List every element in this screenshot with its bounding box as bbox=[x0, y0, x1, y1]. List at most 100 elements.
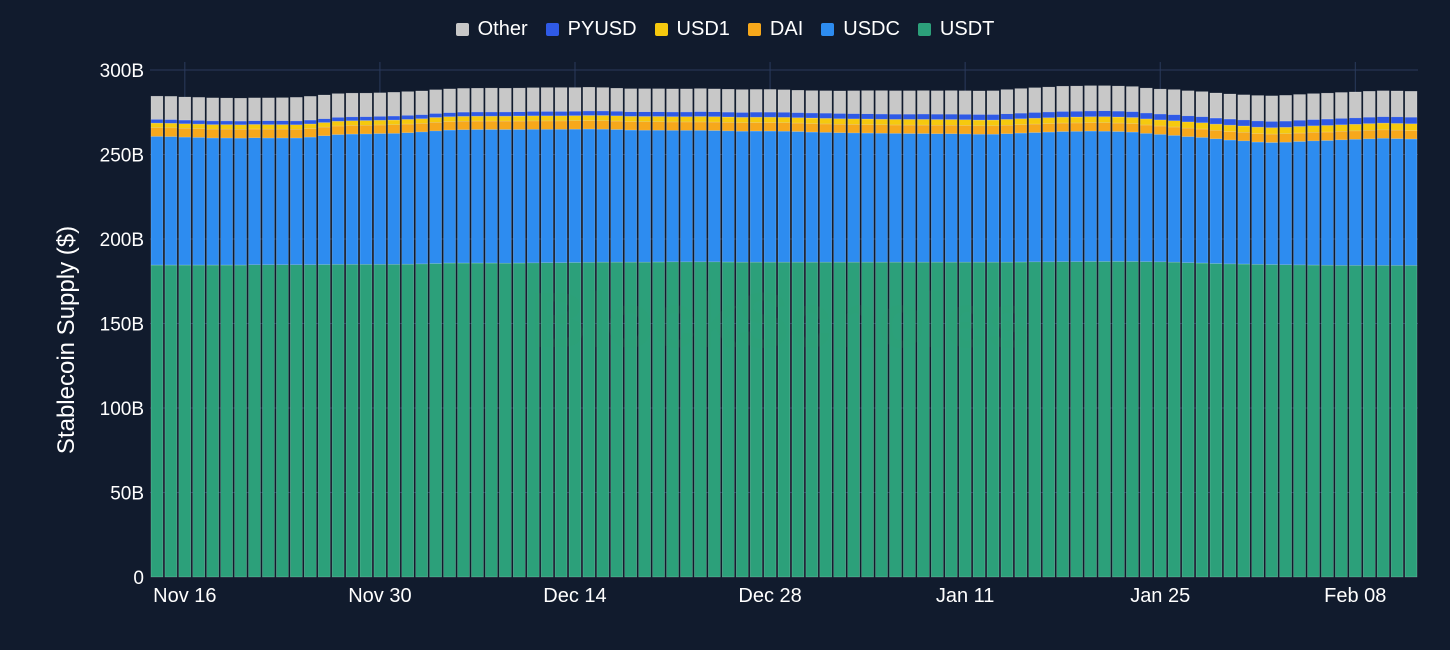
bar-dai-nov-22 bbox=[262, 128, 275, 139]
bar-dai-dec-24 bbox=[708, 121, 721, 131]
bar-other-dec-13 bbox=[554, 87, 568, 112]
bar-usdt-jan-16 bbox=[1028, 261, 1042, 578]
bar-usdt-dec-06 bbox=[457, 262, 470, 578]
bar-usdt-feb-04 bbox=[1293, 264, 1306, 578]
legend-item-usdt[interactable]: USDT bbox=[917, 18, 994, 41]
bar-pyusd-jan-05 bbox=[875, 113, 888, 120]
bar-pyusd-jan-10 bbox=[944, 113, 958, 120]
bar-other-dec-09 bbox=[499, 88, 512, 113]
bar-usdc-jan-09 bbox=[931, 133, 944, 263]
bar-pyusd-nov-24 bbox=[290, 120, 303, 126]
bar-dai-jan-19 bbox=[1070, 122, 1083, 132]
bar-pyusd-jan-23 bbox=[1126, 111, 1139, 118]
bar-usdc-jan-02 bbox=[833, 132, 846, 263]
bar-pyusd-jan-26 bbox=[1167, 114, 1181, 121]
bar-usdt-dec-17 bbox=[610, 261, 624, 578]
bar-usdc-dec-19 bbox=[638, 129, 651, 263]
bar-usd1-nov-20 bbox=[234, 124, 247, 130]
bar-dai-jan-28 bbox=[1195, 128, 1209, 138]
bar-usd1-dec-04 bbox=[429, 117, 442, 123]
bar-usdc-nov-29 bbox=[359, 133, 373, 265]
bar-usdt-nov-25 bbox=[304, 264, 317, 578]
bar-usd1-dec-09 bbox=[499, 115, 512, 122]
bar-dai-dec-21 bbox=[666, 121, 679, 131]
bar-other-feb-02 bbox=[1265, 95, 1278, 122]
bar-usd1-nov-21 bbox=[248, 124, 261, 130]
bar-usdt-jan-21 bbox=[1098, 261, 1111, 578]
bar-usdc-jan-04 bbox=[861, 132, 874, 263]
bar-pyusd-dec-16 bbox=[596, 110, 610, 116]
bar-usd1-nov-17 bbox=[192, 123, 206, 129]
bar-usdc-dec-25 bbox=[722, 130, 735, 263]
bar-usd1-dec-05 bbox=[443, 116, 456, 122]
bar-usdt-dec-16 bbox=[596, 261, 610, 578]
bar-pyusd-jan-25 bbox=[1153, 113, 1167, 121]
bar-usdc-dec-01 bbox=[387, 133, 401, 265]
bar-other-jan-13 bbox=[986, 90, 1000, 115]
bar-usdc-dec-07 bbox=[471, 129, 484, 264]
bar-dai-nov-17 bbox=[192, 128, 206, 138]
bar-usd1-feb-04 bbox=[1293, 126, 1306, 134]
bar-usdt-jan-26 bbox=[1167, 261, 1181, 578]
bar-dai-jan-23 bbox=[1126, 123, 1139, 133]
bar-usd1-nov-29 bbox=[359, 120, 373, 126]
bar-pyusd-jan-08 bbox=[917, 113, 930, 120]
bar-dai-nov-20 bbox=[234, 129, 247, 139]
bar-pyusd-jan-15 bbox=[1014, 112, 1028, 119]
bar-usdc-nov-20 bbox=[234, 137, 247, 266]
bar-usd1-jan-23 bbox=[1126, 117, 1139, 124]
bar-other-dec-28 bbox=[763, 89, 777, 113]
legend-item-other[interactable]: Other bbox=[455, 18, 528, 41]
legend-item-dai[interactable]: DAI bbox=[747, 18, 803, 41]
bar-dai-feb-01 bbox=[1251, 133, 1264, 143]
x-tick-label: Feb 08 bbox=[1324, 585, 1386, 607]
legend-item-usd1[interactable]: USD1 bbox=[654, 18, 730, 41]
bar-usd1-jan-08 bbox=[917, 119, 930, 126]
bar-usd1-feb-09 bbox=[1362, 123, 1376, 131]
bar-usd1-jan-02 bbox=[833, 118, 846, 125]
bar-other-dec-12 bbox=[540, 87, 554, 112]
bar-usdt-feb-02 bbox=[1265, 264, 1278, 578]
bar-pyusd-dec-14 bbox=[568, 110, 582, 116]
bar-pyusd-dec-18 bbox=[624, 111, 637, 117]
bar-usdt-dec-24 bbox=[708, 261, 721, 578]
bar-usdc-nov-19 bbox=[220, 137, 233, 266]
bar-pyusd-jan-14 bbox=[1000, 113, 1014, 120]
bar-pyusd-jan-18 bbox=[1056, 111, 1069, 118]
bar-usd1-nov-23 bbox=[276, 124, 289, 130]
bar-usd1-dec-12 bbox=[540, 115, 554, 122]
bar-usdc-jan-10 bbox=[944, 133, 958, 263]
bar-usdt-jan-06 bbox=[889, 261, 902, 578]
bar-usdt-feb-10 bbox=[1376, 265, 1390, 578]
bar-other-feb-03 bbox=[1279, 95, 1292, 122]
bar-usd1-dec-06 bbox=[457, 116, 470, 122]
bar-usd1-dec-10 bbox=[513, 115, 526, 122]
bar-usdc-dec-02 bbox=[401, 132, 415, 265]
legend-label: USD1 bbox=[676, 18, 730, 40]
bar-usd1-jan-18 bbox=[1056, 116, 1069, 124]
bar-pyusd-jan-16 bbox=[1028, 112, 1042, 119]
legend-swatch bbox=[821, 23, 835, 36]
bar-pyusd-nov-17 bbox=[192, 120, 206, 125]
bar-other-jan-18 bbox=[1056, 85, 1069, 112]
legend-item-pyusd[interactable]: PYUSD bbox=[545, 18, 637, 41]
bar-usdt-jan-12 bbox=[972, 261, 986, 578]
legend-item-usdc[interactable]: USDC bbox=[821, 18, 900, 41]
bar-dai-dec-03 bbox=[415, 123, 428, 133]
bar-pyusd-feb-01 bbox=[1251, 120, 1264, 128]
bar-other-dec-17 bbox=[610, 88, 624, 112]
bar-pyusd-dec-17 bbox=[610, 110, 624, 117]
bar-other-jan-04 bbox=[861, 90, 874, 115]
x-tick-label: Nov 30 bbox=[348, 585, 411, 607]
bar-dai-feb-03 bbox=[1279, 133, 1292, 143]
bar-other-jan-03 bbox=[847, 90, 860, 114]
bar-other-dec-16 bbox=[596, 87, 610, 112]
bar-other-feb-01 bbox=[1251, 95, 1264, 122]
bar-usdt-jan-08 bbox=[917, 261, 930, 578]
bar-pyusd-dec-15 bbox=[582, 110, 596, 116]
bar-usdt-jan-11 bbox=[958, 261, 972, 578]
bar-dai-jan-15 bbox=[1014, 124, 1028, 134]
bar-dai-dec-11 bbox=[526, 120, 540, 130]
bar-usdc-dec-05 bbox=[443, 129, 456, 264]
bar-usd1-jan-30 bbox=[1223, 124, 1237, 132]
